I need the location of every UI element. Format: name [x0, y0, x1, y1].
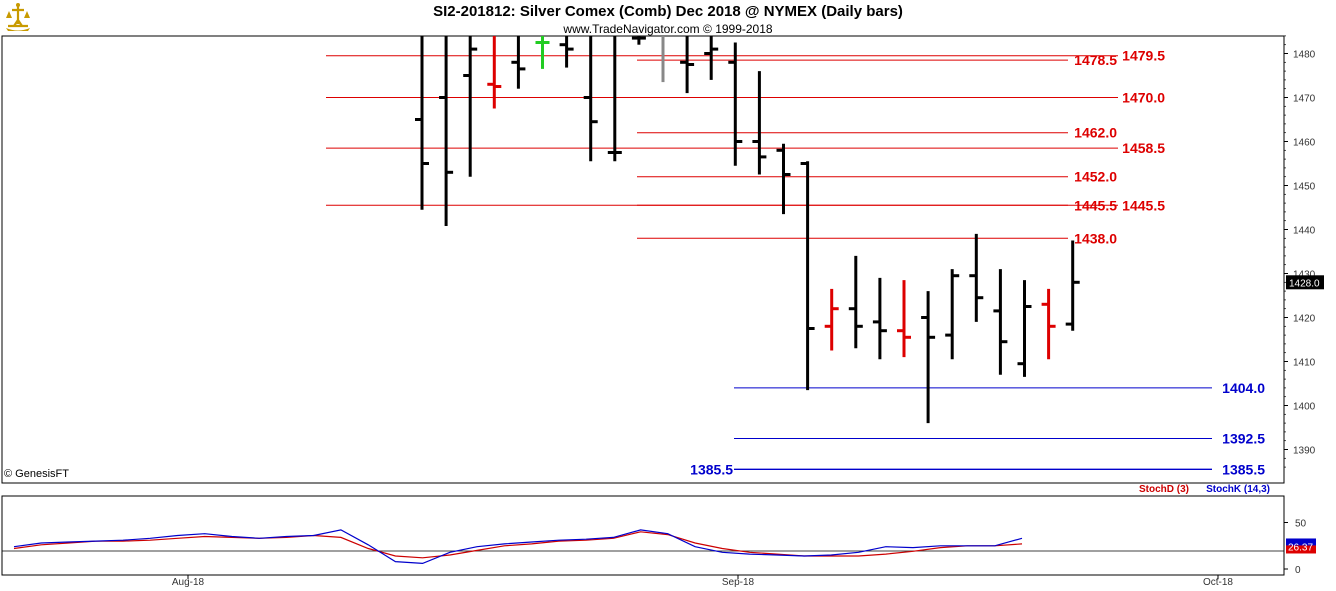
level-label: 1385.5 [1222, 461, 1265, 477]
level-label: 1470.0 [1122, 90, 1165, 106]
chart-title: SI2-201812: Silver Comex (Comb) Dec 2018… [433, 3, 903, 20]
stoch-axis-label: 50 [1295, 519, 1307, 530]
x-axis-label: Aug-18 [172, 577, 205, 588]
price-axis-label: 1450 [1293, 182, 1316, 193]
stoch-d-last-marker [1286, 545, 1316, 554]
level-label: 1445.5 [1122, 197, 1165, 213]
price-axis-label: 1460 [1293, 138, 1316, 149]
stoch-axis-label: 0 [1295, 565, 1301, 576]
stoch-d-line [13, 531, 1023, 559]
level-label: 1478.5 [1074, 52, 1117, 68]
price-axis-label: 1470 [1293, 94, 1316, 105]
price-axis-label: 1410 [1293, 358, 1316, 369]
level-label: 1452.0 [1074, 169, 1117, 185]
x-axis-label: Oct-18 [1203, 577, 1233, 588]
level-label: 1458.5 [1122, 140, 1165, 156]
price-axis-label: 1390 [1293, 446, 1316, 457]
last-price-marker [1286, 275, 1324, 290]
level-label: 1445.5 [1074, 197, 1117, 213]
stoch-k-line [13, 529, 1023, 565]
chart-subtitle: www.TradeNavigator.com © 1999-2018 [563, 22, 773, 36]
level-label: 1392.5 [1222, 431, 1265, 447]
level-label: 1404.0 [1222, 380, 1265, 396]
price-axis-label: 1400 [1293, 402, 1316, 413]
level-label: 1479.5 [1122, 48, 1165, 64]
chart-frame [1, 35, 1285, 576]
stoch-legend-item: StochK (14,3) [1206, 484, 1270, 495]
last-price-label: 1428.0 [1289, 278, 1320, 289]
genesis-logo-icon [2, 2, 34, 32]
level-label: 1438.0 [1074, 230, 1117, 246]
stoch-last-label: 26.37 [1288, 542, 1313, 553]
price-axis-label: 1430 [1293, 270, 1316, 281]
x-axis-label: Sep-18 [722, 577, 755, 588]
price-axis-label: 1420 [1293, 314, 1316, 325]
stoch-legend-item: StochD (3) [1139, 484, 1189, 495]
stoch-k-last-marker [1286, 538, 1316, 546]
level-label: 1385.5 [690, 461, 733, 477]
price-axis-label: 1480 [1293, 50, 1316, 61]
level-label: 1462.0 [1074, 125, 1117, 141]
copyright-label: © GenesisFT [4, 468, 69, 480]
price-axis-label: 1440 [1293, 226, 1316, 237]
